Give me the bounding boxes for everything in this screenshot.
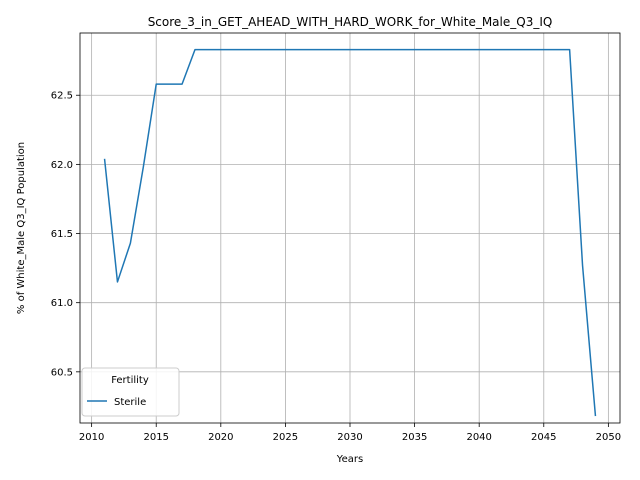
- legend: Fertility Sterile: [81, 367, 180, 417]
- legend-title: Fertility: [111, 375, 149, 386]
- y-tick-label: 62.0: [51, 160, 73, 171]
- x-tick-label: 2050: [596, 432, 621, 443]
- series-line-sterile: [103, 48, 597, 417]
- y-axis: 60.5 61.0 61.5 62.0 62.5: [51, 91, 80, 378]
- x-tick-label: 2030: [337, 432, 362, 443]
- y-tick-label: 61.5: [51, 229, 73, 240]
- y-tick-label: 62.5: [51, 91, 73, 102]
- y-tick-label: 60.5: [51, 367, 73, 378]
- legend-box: [81, 367, 180, 417]
- x-axis-title: Years: [336, 454, 363, 465]
- x-axis: 2010 2015 2020 2025 2030 2035 2040 2045 2050: [79, 423, 621, 443]
- x-tick-label: 2045: [531, 432, 556, 443]
- x-tick-label: 2025: [273, 432, 298, 443]
- series-group: [103, 48, 597, 417]
- x-tick-label: 2035: [402, 432, 427, 443]
- x-tick-label: 2020: [208, 432, 233, 443]
- y-tick-label: 61.0: [51, 298, 73, 309]
- chart-title: Score_3_in_GET_AHEAD_WITH_HARD_WORK_for_…: [148, 15, 553, 29]
- grid-lines: [80, 33, 620, 423]
- x-tick-label: 2040: [466, 432, 491, 443]
- x-tick-label: 2015: [143, 432, 168, 443]
- y-axis-title: % of White_Male Q3_IQ Population: [16, 142, 27, 314]
- legend-label-sterile: Sterile: [114, 397, 146, 408]
- x-tick-label: 2010: [79, 432, 104, 443]
